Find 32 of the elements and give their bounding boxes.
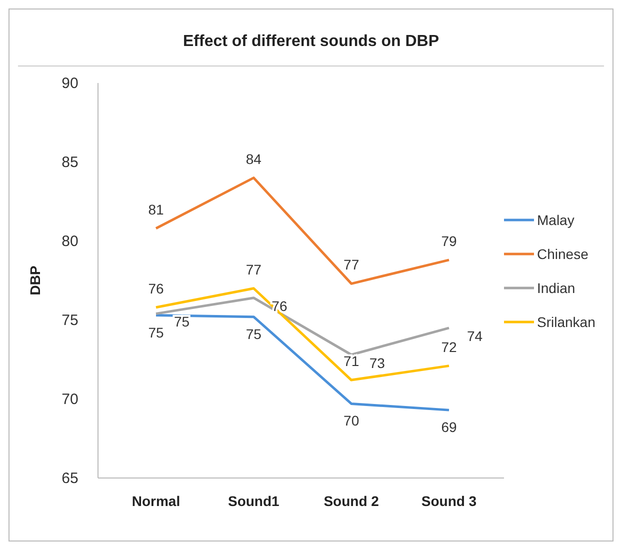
data-label: 81 <box>148 201 164 218</box>
data-label: 74 <box>467 328 483 344</box>
y-tick-label: 65 <box>62 470 78 487</box>
data-label: 73 <box>369 354 386 371</box>
data-label: 77 <box>246 261 262 278</box>
chart-title: Effect of different sounds on DBP <box>183 33 440 50</box>
x-tick-label: Sound1 <box>228 493 280 509</box>
y-tick-label: 85 <box>62 154 78 171</box>
data-label: 75 <box>148 324 164 340</box>
y-tick-label: 90 <box>62 75 78 92</box>
y-tick-label: 70 <box>62 391 78 408</box>
y-axis-title: DBP <box>27 266 43 296</box>
legend-label: Chinese <box>537 246 589 262</box>
y-tick-label: 80 <box>62 233 78 250</box>
x-tick-label: Sound 2 <box>324 493 380 509</box>
data-label: 84 <box>246 150 262 167</box>
data-label: 76 <box>148 280 164 296</box>
data-label: 69 <box>441 419 457 436</box>
data-label: 70 <box>344 412 360 429</box>
data-label: 77 <box>344 256 360 273</box>
data-label: 75 <box>174 314 190 330</box>
legend-label: Indian <box>537 280 576 296</box>
legend-label: Srilankan <box>537 314 596 330</box>
data-label: 75 <box>246 326 262 342</box>
data-label: 71 <box>344 353 360 370</box>
data-label: 76 <box>272 298 288 314</box>
x-tick-label: Sound 3 <box>421 493 477 509</box>
data-label: 72 <box>441 338 457 355</box>
x-tick-label: Normal <box>132 493 180 509</box>
y-tick-label: 75 <box>62 312 78 329</box>
legend-label: Malay <box>537 212 574 228</box>
data-label: 79 <box>441 232 457 249</box>
